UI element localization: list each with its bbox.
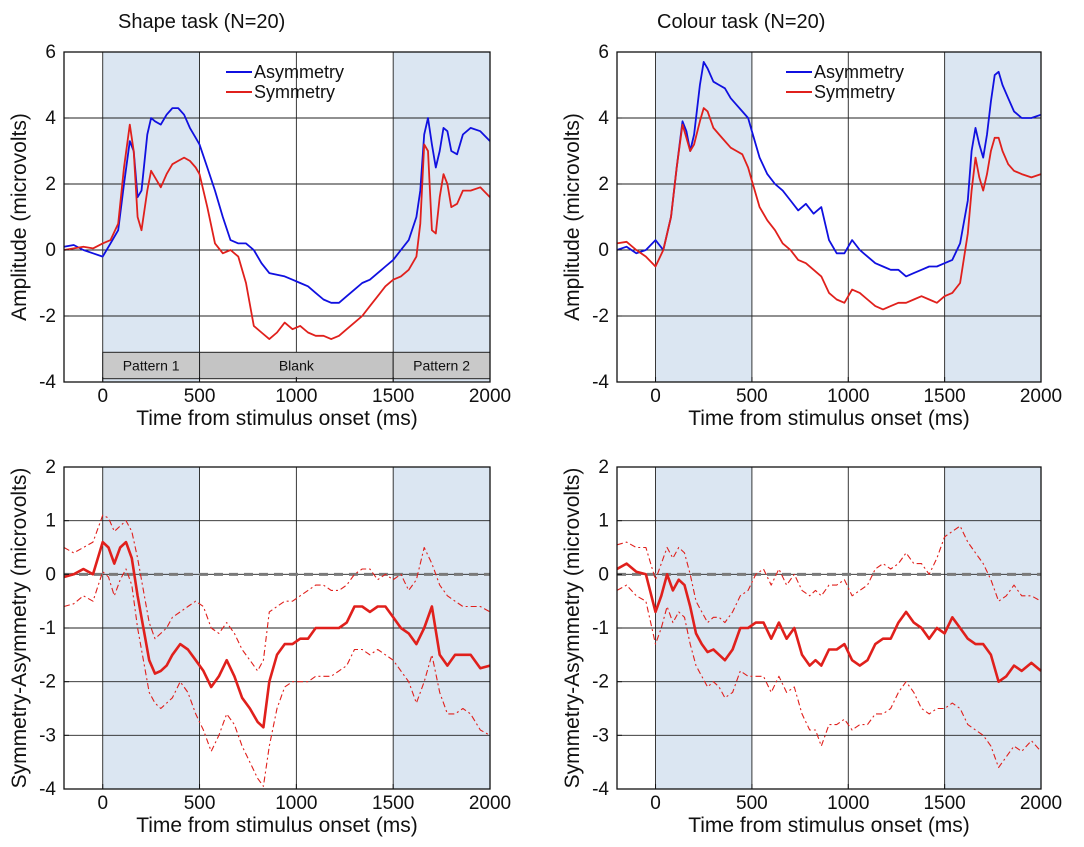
timeline-label: Pattern 2: [413, 358, 470, 374]
x-tick-label: 500: [184, 386, 216, 407]
y-tick-label: -2: [39, 672, 56, 693]
y-tick-label: 0: [45, 564, 56, 585]
series-line-asymmetry: [616, 61, 1042, 278]
x-tick-label: 1000: [827, 386, 869, 407]
series-line-asymmetry: [63, 107, 491, 304]
colour-task-title: Colour task (N=20): [657, 11, 825, 33]
x-tick-label: 1500: [923, 793, 965, 814]
timeline-label: Blank: [279, 358, 315, 374]
x-tick-label: 500: [736, 793, 768, 814]
y-tick-label: -4: [592, 372, 609, 393]
x-tick-label: 1500: [372, 793, 414, 814]
panel-shape-amplitude: Pattern 1 Blank Pattern 2 AsymmetrySymmetry…: [8, 42, 511, 430]
x-axis-label: Time from stimulus onset (ms): [688, 814, 970, 837]
x-tick-label: 1000: [275, 386, 317, 407]
plot-frame: [616, 51, 1042, 383]
legend-label: Symmetry: [814, 82, 895, 102]
y-tick-label: 0: [598, 564, 609, 585]
y-tick-label: -1: [39, 618, 56, 639]
stimulus-shade-2: [393, 52, 490, 382]
stimulus-shade-1: [655, 52, 752, 382]
y-tick-label: 4: [45, 108, 56, 129]
y-tick-label: -3: [39, 725, 56, 746]
y-tick-label: -4: [39, 779, 56, 800]
panel-shape-difference: 0 500 1000 1500 2000 -4 -3 -2 -1 0 1 2 Time from sti…: [8, 457, 511, 837]
x-axis-label: Time from stimulus onset (ms): [136, 814, 418, 837]
y-tick-label: 2: [598, 174, 609, 195]
x-tick-label: 500: [736, 386, 768, 407]
x-tick-label: 1000: [827, 793, 869, 814]
legend-label: Symmetry: [254, 82, 335, 102]
y-tick-label: -2: [39, 306, 56, 327]
confidence-bound-line: [616, 584, 1042, 769]
confidence-bound-line: [63, 514, 491, 672]
x-tick-label: 1500: [923, 386, 965, 407]
y-tick-label: 0: [45, 240, 56, 261]
x-tick-label: 2000: [469, 386, 511, 407]
x-tick-label: 2000: [469, 793, 511, 814]
y-tick-label: 6: [598, 42, 609, 63]
y-tick-label: -4: [39, 372, 56, 393]
confidence-bound-line: [616, 525, 1042, 624]
x-tick-label: 0: [650, 793, 661, 814]
stimulus-shade-1: [102, 52, 200, 382]
difference-mean-line: [63, 540, 491, 729]
series-line-symmetry: [63, 123, 491, 340]
plot-frame: [63, 51, 491, 383]
y-axis-label: Amplitude (microvolts): [561, 113, 584, 321]
x-tick-label: 2000: [1020, 386, 1062, 407]
y-axis-label: Symmetry-Asymmetry (microvolts): [8, 468, 31, 789]
difference-mean-line: [616, 562, 1042, 683]
confidence-bound-line: [63, 568, 491, 787]
shape-task-title: Shape task (N=20): [118, 11, 285, 33]
panel-colour-difference: 0 500 1000 1500 2000 -4 -3 -2 -1 0 1 2 Time from sti…: [561, 457, 1062, 837]
y-tick-label: -2: [592, 672, 609, 693]
y-tick-label: 6: [45, 42, 56, 63]
y-tick-label: 2: [45, 174, 56, 195]
y-tick-label: -2: [592, 306, 609, 327]
legend-label: Asymmetry: [254, 62, 344, 82]
y-tick-label: 2: [45, 457, 56, 478]
stimulus-shade-2: [944, 52, 1041, 382]
y-tick-label: 2: [598, 457, 609, 478]
y-tick-label: 4: [598, 108, 609, 129]
y-tick-label: 1: [45, 511, 56, 532]
y-tick-label: 1: [598, 511, 609, 532]
y-axis-label: Symmetry-Asymmetry (microvolts): [561, 468, 584, 789]
x-tick-label: 2000: [1020, 793, 1062, 814]
y-tick-label: -1: [592, 618, 609, 639]
x-axis-label: Time from stimulus onset (ms): [136, 407, 418, 430]
timeline-segment: [102, 351, 201, 380]
y-tick-label: 0: [598, 240, 609, 261]
x-tick-label: 1500: [372, 386, 414, 407]
x-tick-label: 500: [184, 793, 216, 814]
y-tick-label: -3: [592, 725, 609, 746]
y-axis-label: Amplitude (microvolts): [8, 113, 31, 321]
x-tick-label: 0: [97, 793, 108, 814]
y-tick-label: -4: [592, 779, 609, 800]
x-tick-label: 0: [97, 386, 108, 407]
timeline-label: Pattern 1: [123, 358, 180, 374]
x-tick-label: 0: [650, 386, 661, 407]
series-line-symmetry: [616, 107, 1042, 311]
x-tick-label: 1000: [275, 793, 317, 814]
x-axis-label: Time from stimulus onset (ms): [688, 407, 970, 430]
legend-label: Asymmetry: [814, 62, 904, 82]
